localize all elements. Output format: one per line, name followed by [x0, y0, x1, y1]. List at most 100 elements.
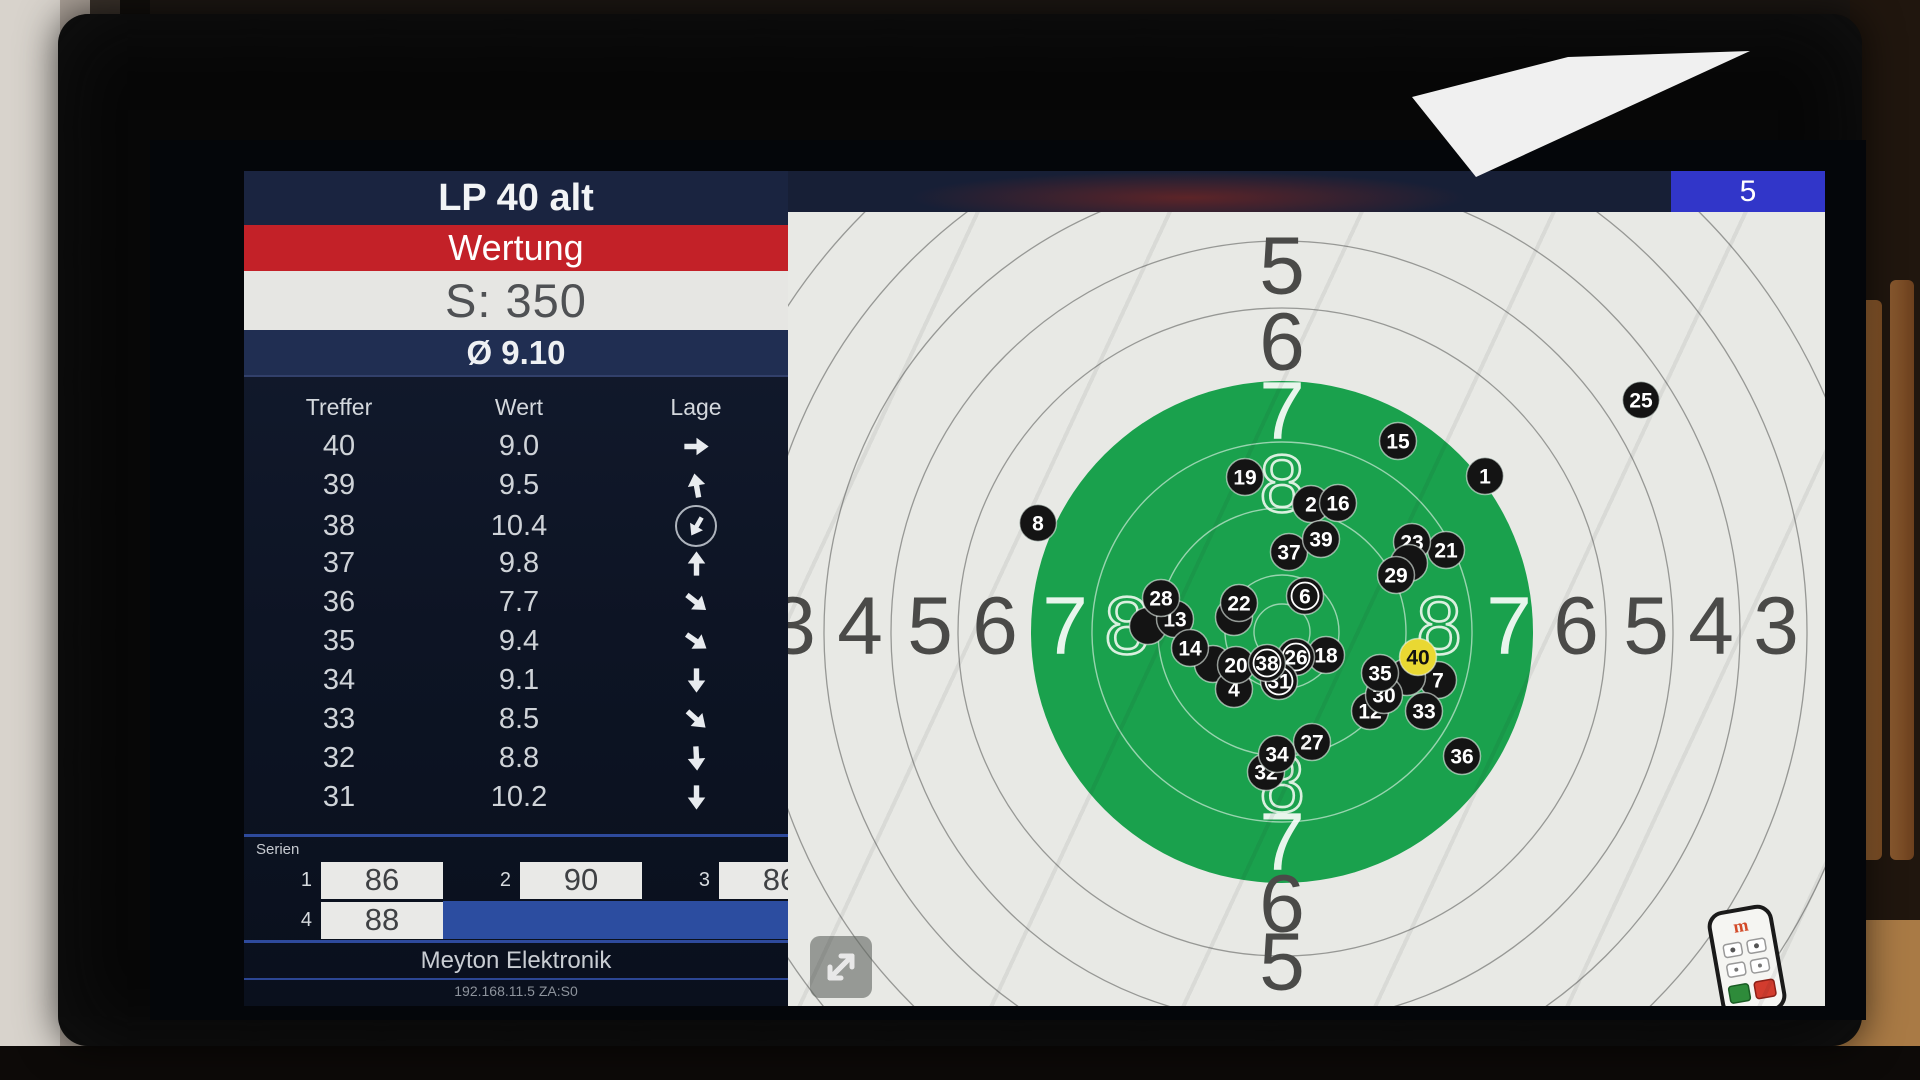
series-index: 1 — [300, 868, 312, 891]
ring-number: 5 — [907, 581, 953, 672]
shot-marker-16: 16 — [1318, 483, 1358, 523]
reflection — [908, 171, 1468, 212]
shot-row: 39 9.5 — [244, 466, 788, 505]
ring-number: 7 — [1486, 581, 1532, 672]
svg-text:7: 7 — [1432, 670, 1444, 693]
series-index: 3 — [698, 868, 710, 891]
lane-number-badge: 5 — [1671, 171, 1825, 212]
target-card: 5 6 7 8 8 7 6 5 3 4 5 6 7 8 8 7 6 5 4 3 1 2 4 6 7 8 12 13 14 15 16 18 19… — [788, 212, 1825, 1006]
separator — [244, 834, 788, 837]
svg-text:29: 29 — [1384, 565, 1407, 588]
ring-number: 5 — [1259, 917, 1305, 1007]
svg-text:27: 27 — [1300, 732, 1323, 755]
shot-value: 10.4 — [490, 509, 548, 542]
lage-arrow-icon — [604, 550, 788, 577]
svg-text:28: 28 — [1149, 588, 1173, 611]
ring-number: 5 — [1623, 581, 1669, 672]
target-top-bar: 5 — [788, 171, 1825, 212]
svg-text:26: 26 — [1284, 647, 1307, 670]
shot-marker-21: 21 — [1426, 530, 1466, 570]
shot-value: 8.8 — [498, 742, 540, 774]
screen: LP 40 alt Wertung S: 350 Ø 9.10 Treffer … — [150, 140, 1866, 1020]
ring-circle — [890, 240, 1674, 1006]
expand-button[interactable] — [810, 936, 872, 998]
green-aiming-area — [1031, 381, 1533, 883]
shot-table-header: Treffer Wert Lage — [244, 389, 788, 425]
ring-number: 6 — [972, 581, 1018, 672]
series-index: 4 — [300, 908, 312, 931]
shot-marker-38: 38 — [1247, 643, 1287, 683]
svg-text:37: 37 — [1277, 542, 1300, 565]
shot-marker-28: 28 — [1141, 578, 1181, 618]
lage-arrow-icon — [604, 589, 788, 616]
shot-marker-34: 34 — [1257, 734, 1297, 774]
svg-text:40: 40 — [1406, 647, 1429, 670]
lage-arrow-icon — [604, 433, 788, 460]
shot-marker-15: 15 — [1378, 421, 1418, 461]
series-row-1: 1 86 2 90 3 86 — [244, 860, 841, 900]
svg-text:18: 18 — [1314, 645, 1338, 668]
svg-text:6: 6 — [1299, 586, 1311, 609]
shot-number: 40 — [322, 430, 356, 462]
shot-number: 31 — [322, 781, 356, 813]
ring-number: 6 — [1553, 581, 1599, 672]
col-lage: Lage — [670, 393, 722, 420]
target-side: 5 5 6 7 8 8 7 6 5 3 4 5 6 7 8 8 7 6 5 4 3 1 2 4 6 7 8 12 13 14 15 16 18… — [788, 171, 1825, 1006]
target-rings: 5 6 7 8 8 7 6 5 3 4 5 6 7 8 8 7 6 5 4 3 1 2 4 6 7 8 12 13 14 15 16 18 19… — [788, 212, 1825, 1006]
shot-marker-2: 2 — [1291, 484, 1331, 524]
series-value: 90 — [520, 861, 642, 899]
lage-arrow-icon — [604, 472, 788, 499]
ring-number: 7 — [1259, 366, 1305, 457]
shot-value: 7.7 — [498, 586, 540, 618]
svg-text:m: m — [1732, 915, 1750, 937]
shot-marker-27: 27 — [1292, 722, 1332, 762]
ring-number: 7 — [1042, 581, 1088, 672]
active-series-highlight — [443, 901, 788, 939]
shot-number: 37 — [322, 547, 356, 579]
col-wert: Wert — [494, 393, 544, 420]
ring-number: 6 — [1259, 859, 1305, 950]
shot-row: 36 7.7 — [244, 583, 788, 622]
shot-row: 33 8.5 — [244, 700, 788, 739]
lage-arrow-icon — [604, 628, 788, 655]
shot-row: 40 9.0 — [244, 427, 788, 466]
lage-arrow-icon — [604, 706, 788, 733]
lage-arrow-icon — [604, 784, 788, 811]
shot-value: 8.5 — [498, 703, 540, 735]
ring-circle — [957, 307, 1607, 957]
ring-circle — [1091, 441, 1473, 823]
shot-number: 34 — [322, 664, 356, 696]
shot-value: 9.8 — [498, 547, 540, 579]
separator — [244, 940, 788, 943]
shot-row: 31 10.2 — [244, 778, 788, 817]
col-treffer: Treffer — [305, 393, 373, 420]
svg-text:39: 39 — [1309, 529, 1332, 552]
lage-arrow-icon — [604, 745, 788, 772]
desk-surface — [0, 1046, 1920, 1080]
lage-arrow-icon — [675, 505, 717, 547]
shot-number: 39 — [322, 469, 356, 501]
shot-row: 35 9.4 — [244, 622, 788, 661]
svg-text:35: 35 — [1368, 663, 1392, 686]
shot-marker-19: 19 — [1225, 457, 1265, 497]
separator — [244, 978, 788, 980]
total-score: S: 350 — [244, 271, 788, 330]
shot-value: 9.1 — [498, 664, 540, 696]
shot-marker-39: 39 — [1301, 519, 1341, 559]
left-panel: LP 40 alt Wertung S: 350 Ø 9.10 Treffer … — [244, 171, 841, 1006]
shot-row: 38 10.4 — [244, 505, 788, 547]
mode-banner: Wertung — [244, 225, 788, 271]
shot-marker-36: 36 — [1442, 736, 1482, 776]
shot-value: 10.2 — [490, 781, 548, 813]
shot-value: 9.4 — [498, 625, 540, 657]
shot-value: 9.0 — [498, 430, 540, 462]
network-address: 192.168.11.5 ZA:S0 — [454, 983, 578, 999]
ring-number: 4 — [1688, 581, 1734, 672]
shot-marker-14: 14 — [1170, 628, 1210, 668]
svg-text:20: 20 — [1224, 655, 1247, 678]
monitor-bezel: LP 40 alt Wertung S: 350 Ø 9.10 Treffer … — [58, 14, 1866, 1046]
expand-icon — [827, 953, 855, 981]
shot-marker-33: 33 — [1404, 691, 1444, 731]
svg-text:14: 14 — [1178, 638, 1202, 661]
series-label: Serien — [256, 841, 300, 858]
